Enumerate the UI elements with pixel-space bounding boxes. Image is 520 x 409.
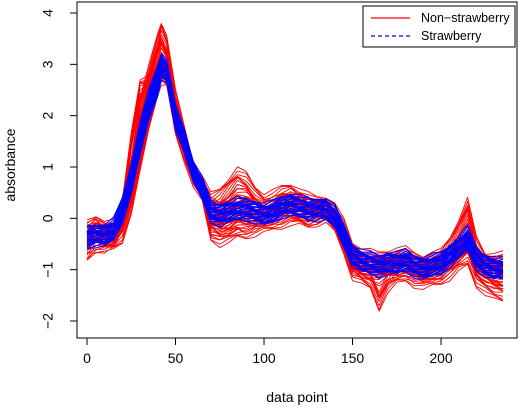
y-axis: −2 −1 0 1 2 3 4	[40, 9, 78, 329]
x-tick-label: 0	[83, 350, 91, 366]
spectrum-line	[86, 23, 504, 260]
x-tick-label: 50	[168, 350, 184, 366]
legend-label-non-strawberry: Non−strawberry	[421, 11, 510, 25]
y-tick-label: −1	[40, 261, 56, 277]
legend-label-strawberry: Strawberry	[421, 29, 482, 43]
y-tick-label: 3	[40, 60, 56, 68]
legend-box	[362, 5, 516, 48]
spectrum-line	[86, 62, 504, 264]
x-tick-label: 200	[429, 350, 453, 366]
spectrum-line	[86, 65, 504, 270]
spectrum-line	[86, 57, 504, 263]
x-axis: 0 50 100 150 200	[83, 337, 453, 366]
y-axis-label: absorbance	[2, 128, 18, 201]
x-tick-label: 150	[341, 350, 365, 366]
plot-frame	[76, 1, 518, 339]
y-tick-label: 1	[40, 163, 56, 171]
y-tick-label: 4	[40, 9, 56, 17]
x-axis-label: data point	[266, 389, 328, 405]
y-tick-label: −2	[40, 313, 56, 329]
y-tick-label: 2	[40, 112, 56, 120]
y-tick-label: 0	[40, 214, 56, 222]
spectrum-line	[86, 53, 504, 264]
series-strawberry	[86, 53, 504, 280]
spectrum-line	[86, 23, 504, 258]
series-lines	[86, 23, 504, 312]
x-tick-label: 100	[252, 350, 276, 366]
legend: Non−strawberry Strawberry	[362, 5, 516, 48]
